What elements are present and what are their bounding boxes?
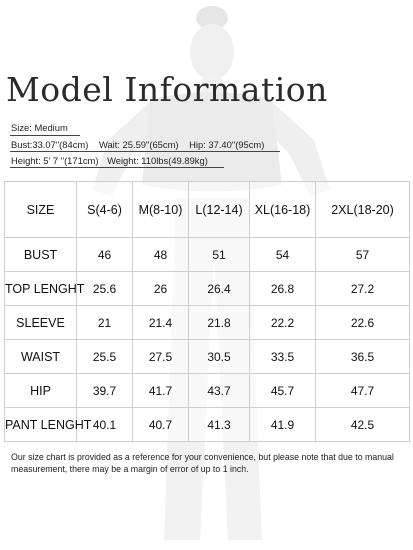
row-label: WAIST — [4, 339, 77, 374]
table-cell: 27.5 — [132, 339, 189, 374]
divider — [10, 167, 224, 168]
table-cell: 41.7 — [132, 373, 189, 408]
model-height-weight-line: Height: 5' 7 "(171cm) Weight: 110lbs(49.… — [11, 155, 208, 166]
table-cell: 25.5 — [76, 339, 133, 374]
table-cell: 25.6 — [76, 271, 133, 306]
row-label: TOP LENGHT — [4, 271, 84, 306]
table-cell: 41.3 — [188, 407, 250, 442]
model-measurements-line: Bust:33.07"(84cm) Wait: 25.59"(65cm) Hip… — [11, 139, 264, 150]
model-waist: Wait: 25.59"(65cm) — [98, 139, 179, 150]
table-cell: 40.7 — [132, 407, 189, 442]
table-cell: 26 — [132, 271, 189, 306]
model-height: Height: 5' 7 "(171cm) — [11, 155, 99, 166]
table-cell: 26.8 — [249, 271, 316, 306]
model-bust: Bust:33.07"(84cm) — [11, 139, 89, 150]
table-cell: 47.7 — [315, 373, 410, 408]
size-chart-table: SIZE S(4-6) M(8-10) L(12-14) XL(16-18) 2… — [4, 181, 410, 442]
row-label: BUST — [4, 237, 77, 272]
table-cell: 21.8 — [188, 305, 250, 340]
table-cell: 41.9 — [249, 407, 316, 442]
model-hip: Hip: 37.40"(95cm) — [189, 139, 265, 150]
table-row: BUST 46 48 51 54 57 — [4, 237, 410, 272]
size-header-cell: XL(16-18) — [249, 181, 316, 238]
table-row: TOP LENGHT 25.6 26 26.4 26.8 27.2 — [4, 271, 410, 306]
row-label: PANT LENGHT — [4, 407, 91, 442]
page-title: Model Information — [6, 70, 328, 109]
table-cell: 30.5 — [188, 339, 250, 374]
size-header-cell: 2XL(18-20) — [315, 181, 410, 238]
table-cell: 39.7 — [76, 373, 133, 408]
table-cell: 48 — [132, 237, 189, 272]
size-header-cell: M(8-10) — [132, 181, 189, 238]
size-header-cell: S(4-6) — [76, 181, 133, 238]
table-cell: 45.7 — [249, 373, 316, 408]
model-weight: Weight: 110lbs(49.89kg) — [107, 155, 208, 166]
table-cell: 27.2 — [315, 271, 410, 306]
row-label: HIP — [4, 373, 77, 408]
model-size: Size: Medium — [11, 122, 68, 133]
size-corner-cell: SIZE — [4, 181, 77, 238]
table-cell: 46 — [76, 237, 133, 272]
size-header-row: SIZE S(4-6) M(8-10) L(12-14) XL(16-18) 2… — [4, 181, 410, 238]
table-cell: 54 — [249, 237, 316, 272]
table-cell: 57 — [315, 237, 410, 272]
model-size-line: Size: Medium — [11, 122, 68, 133]
divider — [10, 135, 80, 136]
table-cell: 22.6 — [315, 305, 410, 340]
table-cell: 42.5 — [315, 407, 410, 442]
table-cell: 33.5 — [249, 339, 316, 374]
table-cell: 21 — [76, 305, 133, 340]
table-row: WAIST 25.5 27.5 30.5 33.5 36.5 — [4, 339, 410, 374]
table-cell: 21.4 — [132, 305, 189, 340]
table-cell: 51 — [188, 237, 250, 272]
table-cell: 36.5 — [315, 339, 410, 374]
divider — [10, 151, 280, 152]
table-cell: 22.2 — [249, 305, 316, 340]
table-cell: 43.7 — [188, 373, 250, 408]
table-cell: 26.4 — [188, 271, 250, 306]
table-row: SLEEVE 21 21.4 21.8 22.2 22.6 — [4, 305, 410, 340]
row-label: SLEEVE — [4, 305, 77, 340]
table-row: PANT LENGHT 40.1 40.7 41.3 41.9 42.5 — [4, 407, 410, 442]
size-header-cell: L(12-14) — [188, 181, 250, 238]
table-row: HIP 39.7 41.7 43.7 45.7 47.7 — [4, 373, 410, 408]
size-disclaimer-note: Our size chart is provided as a referenc… — [11, 452, 394, 474]
